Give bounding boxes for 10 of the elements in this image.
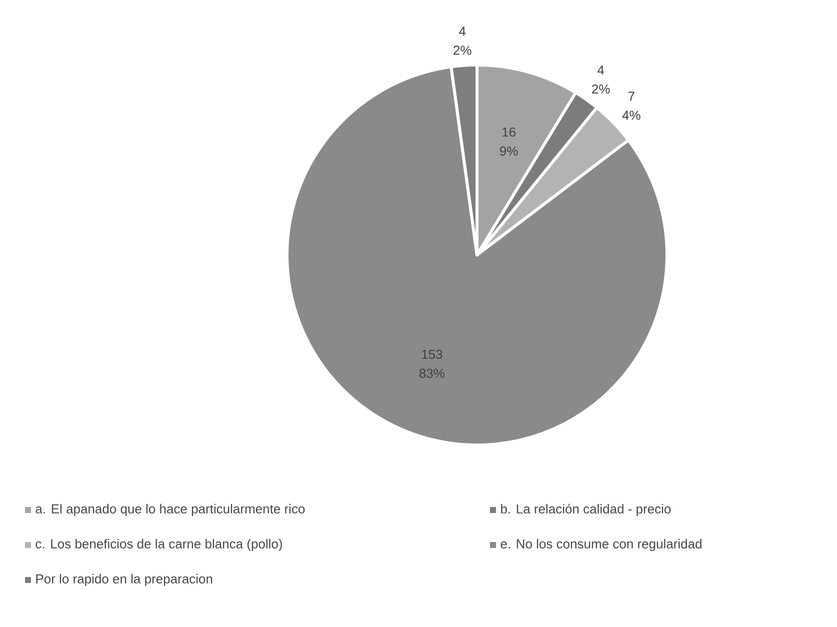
data-label: 153 83% <box>419 350 444 378</box>
data-label: 16 9% <box>500 127 518 156</box>
legend-label: b. La relación calidad - precio <box>501 504 671 516</box>
data-label: 7 4% <box>622 92 640 120</box>
legend-label: e. No los consume con regularidad <box>500 538 702 552</box>
legend-label: c. Los beneficios de la carne blanca (pollo) <box>36 538 282 552</box>
data-label: 4 2% <box>592 66 610 94</box>
legend-label: Por lo rapido en la preparacion <box>36 574 212 586</box>
data-label: 4 2% <box>454 26 472 55</box>
legend-label: a. El apanado que lo hace particularmente rico <box>36 504 305 516</box>
